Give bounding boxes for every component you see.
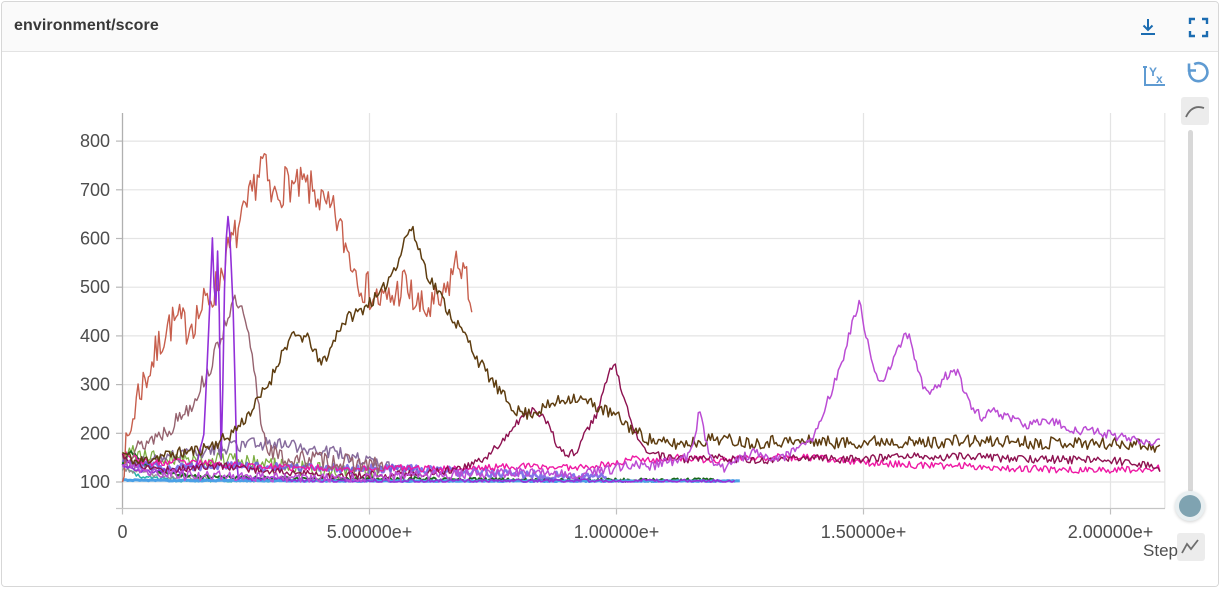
svg-text:200: 200 xyxy=(80,423,110,443)
axis-settings-icon: Y x xyxy=(1140,65,1168,93)
step-slider-handle[interactable] xyxy=(1175,491,1205,521)
svg-text:Y: Y xyxy=(1149,65,1157,79)
svg-text:1.50000e+: 1.50000e+ xyxy=(821,522,907,542)
step-slider-track[interactable] xyxy=(1188,130,1193,492)
panel-title: environment/score xyxy=(14,17,159,34)
smoothing-curve-icon xyxy=(1183,99,1207,123)
reset-zoom-button[interactable] xyxy=(1183,60,1210,87)
svg-text:x: x xyxy=(1156,72,1163,86)
svg-text:700: 700 xyxy=(80,180,110,200)
chart-type-toggle-button[interactable] xyxy=(1177,533,1205,561)
smoothing-toggle-button[interactable] xyxy=(1181,97,1209,125)
step-axis-label: Step xyxy=(1143,541,1178,560)
svg-text:600: 600 xyxy=(80,229,110,249)
chart-type-zigzag-icon xyxy=(1179,535,1203,559)
axis-settings-button[interactable]: Y x xyxy=(1140,62,1168,90)
download-icon xyxy=(1136,19,1160,42)
svg-text:100: 100 xyxy=(80,472,110,492)
reset-zoom-icon xyxy=(1183,61,1210,90)
download-button[interactable] xyxy=(1136,15,1160,39)
fullscreen-icon xyxy=(1188,17,1209,41)
svg-text:0: 0 xyxy=(117,522,127,542)
svg-text:2.00000e+: 2.00000e+ xyxy=(1068,522,1154,542)
score-line-chart[interactable]: 100 200 300 400 500 600 700 800 0 5.00000e+ 1.0000… xyxy=(2,52,1218,586)
svg-text:300: 300 xyxy=(80,375,110,395)
svg-text:1.00000e+: 1.00000e+ xyxy=(574,522,660,542)
svg-text:5.00000e+: 5.00000e+ xyxy=(327,522,413,542)
panel-titlebar: environment/score xyxy=(2,2,1218,52)
svg-text:800: 800 xyxy=(80,131,110,151)
svg-text:500: 500 xyxy=(80,277,110,297)
fullscreen-button[interactable] xyxy=(1188,17,1209,38)
step-slider-handle-knob xyxy=(1179,495,1201,517)
score-chart-area: 100 200 300 400 500 600 700 800 0 5.00000e+ 1.0000… xyxy=(2,52,1218,586)
svg-text:400: 400 xyxy=(80,326,110,346)
